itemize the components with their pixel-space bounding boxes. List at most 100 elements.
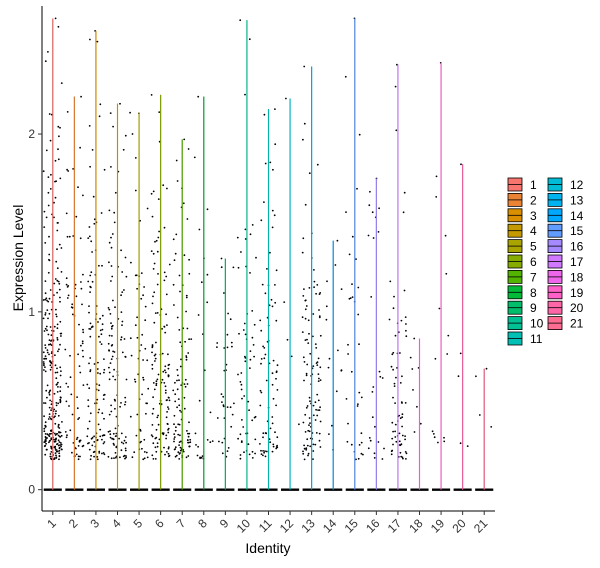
data-point: [312, 450, 315, 452]
data-point: [319, 406, 321, 409]
data-point: [88, 448, 91, 451]
data-point: [75, 215, 78, 218]
data-point: [290, 355, 293, 358]
data-point: [227, 312, 230, 315]
data-point: [188, 258, 191, 261]
data-point: [60, 335, 62, 337]
cluster-21-violin-fill: [483, 368, 485, 490]
data-point: [114, 306, 116, 309]
data-point: [55, 404, 58, 407]
data-point: [109, 430, 111, 432]
data-point: [301, 251, 304, 254]
data-point: [220, 266, 223, 269]
data-point: [110, 358, 113, 360]
data-point: [45, 440, 47, 442]
data-point: [56, 383, 58, 386]
data-point: [377, 441, 380, 443]
data-point: [274, 108, 276, 110]
data-point: [394, 423, 397, 426]
legend-item-16: 16: [547, 239, 584, 254]
data-point: [419, 422, 422, 425]
data-point: [66, 168, 68, 171]
data-point: [402, 211, 405, 214]
data-point: [358, 343, 360, 346]
legend-item-6: 6: [507, 254, 537, 269]
data-point: [249, 358, 252, 361]
data-point: [111, 335, 113, 337]
data-point: [56, 222, 59, 224]
data-point: [165, 313, 168, 316]
data-point: [316, 284, 319, 286]
data-point: [307, 452, 310, 455]
data-point: [66, 235, 69, 238]
data-point: [326, 280, 328, 283]
data-point: [248, 38, 251, 41]
data-point: [154, 437, 157, 440]
data-point: [153, 388, 156, 391]
data-point: [157, 198, 160, 201]
data-point: [111, 275, 114, 278]
x-tick-label: 7: [174, 516, 189, 531]
data-point: [403, 289, 406, 292]
data-point: [312, 365, 315, 367]
data-point: [47, 51, 49, 53]
data-point: [182, 450, 185, 453]
data-point: [155, 380, 158, 383]
data-point: [266, 268, 268, 270]
data-point: [54, 422, 57, 425]
legend-item-5: 5: [507, 239, 537, 254]
data-point: [157, 373, 160, 376]
data-point: [54, 17, 57, 20]
data-point: [119, 102, 121, 105]
data-point: [96, 40, 99, 43]
data-point: [263, 347, 266, 349]
legend-label: 21: [570, 317, 584, 331]
data-point: [307, 429, 310, 432]
data-point: [312, 414, 315, 417]
data-point: [107, 455, 110, 458]
data-point: [54, 196, 57, 199]
data-point: [141, 333, 144, 336]
legend-item-3: 3: [507, 208, 537, 223]
data-point: [93, 218, 96, 221]
data-point: [401, 425, 403, 428]
data-point: [123, 289, 125, 291]
data-point: [153, 262, 156, 265]
legend-item-11: 11: [507, 331, 543, 346]
data-point: [58, 243, 61, 246]
data-point: [362, 453, 364, 456]
data-point: [303, 447, 306, 450]
data-point: [248, 409, 251, 412]
data-point: [58, 452, 61, 455]
data-point: [152, 252, 155, 255]
data-point: [136, 413, 139, 416]
data-point: [109, 436, 112, 439]
data-point: [179, 434, 181, 437]
data-point: [48, 343, 50, 346]
data-point: [351, 296, 354, 298]
data-point: [97, 411, 100, 414]
data-point: [227, 447, 230, 449]
data-point: [262, 454, 264, 457]
data-point: [53, 392, 56, 395]
legend-label: 4: [530, 224, 537, 238]
legend-label: 9: [530, 301, 537, 315]
data-point: [399, 417, 402, 420]
legend-item-17: 17: [547, 254, 584, 269]
data-point: [168, 396, 170, 399]
data-point: [264, 450, 266, 452]
data-point: [391, 353, 394, 356]
data-point: [314, 401, 317, 404]
data-point: [57, 444, 60, 447]
data-point: [44, 242, 47, 244]
data-point: [218, 440, 220, 443]
data-point: [125, 455, 127, 457]
data-point: [164, 369, 166, 372]
data-point: [122, 148, 125, 151]
data-point: [142, 294, 145, 297]
data-point: [48, 339, 51, 341]
data-point: [274, 284, 276, 286]
data-point: [398, 440, 401, 443]
data-point: [178, 404, 181, 407]
data-point: [59, 386, 62, 388]
